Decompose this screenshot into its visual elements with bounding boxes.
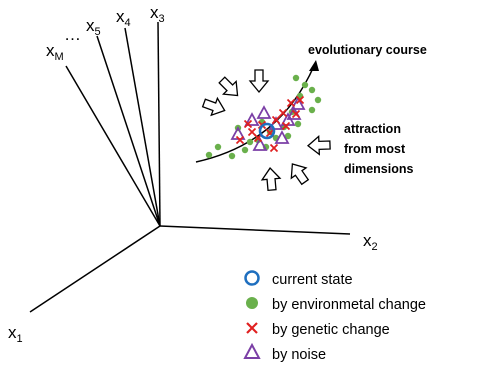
attraction-label-line3: dimensions [344, 162, 414, 176]
environmental-change-point [294, 120, 302, 128]
legend-noise-label: by noise [272, 347, 326, 363]
axis-x4-line [124, 27, 161, 227]
environmental-change-point [308, 86, 316, 94]
attraction-arrow-left [201, 96, 226, 117]
axis-x1-line [29, 225, 161, 313]
legend-environmental-icon [246, 297, 258, 309]
environmental-change-point [214, 143, 222, 151]
noise-point [290, 96, 306, 110]
legend-current-state-icon [244, 270, 260, 286]
current-state-point [258, 122, 276, 140]
legend-genetic-icon [246, 322, 258, 334]
noise-point [256, 105, 272, 119]
axis-x4-label: x4 [116, 7, 131, 29]
axis-x3-line [157, 21, 161, 227]
environmental-change-point [205, 151, 213, 159]
environmental-change-point [228, 152, 236, 160]
genetic-change-point [269, 143, 279, 153]
genetic-change-point [286, 98, 296, 108]
genetic-change-point [291, 109, 301, 119]
legend-current-state-label: current state [272, 272, 353, 288]
noise-point [244, 112, 260, 126]
attraction-arrow-right [306, 134, 331, 156]
environmental-change-point [301, 81, 309, 89]
axes-group [29, 21, 351, 313]
legend-noise-icon [243, 342, 261, 359]
attraction-arrow-bottom-right [290, 163, 310, 186]
attraction-arrow-bottom [260, 167, 282, 192]
environmental-change-point [241, 146, 249, 154]
genetic-change-point [247, 127, 257, 137]
state-cluster [205, 74, 322, 160]
legend-environmental-label: by environmetal change [272, 297, 426, 313]
attraction-label-line1: attraction [344, 122, 401, 136]
attraction-arrow-top-left [218, 76, 239, 97]
legend-genetic-label: by genetic change [272, 322, 390, 338]
environmental-change-point [284, 132, 292, 140]
genetic-change-point [235, 135, 245, 145]
axis-x1-label: x1 [8, 323, 23, 345]
axis-ellipsis: … [64, 25, 81, 44]
noise-point [274, 130, 290, 144]
axis-xm-line [65, 65, 161, 227]
genetic-change-point [281, 121, 291, 131]
legend: current state by environmetal change by … [243, 270, 426, 363]
noise-point [252, 137, 268, 151]
genetic-change-point [271, 115, 281, 125]
attraction-arrow-top [248, 69, 270, 94]
evolutionary-course-label: evolutionary course [308, 43, 427, 57]
attraction-label-line2: from most [344, 142, 406, 156]
axis-x3-label: x3 [150, 3, 165, 25]
environmental-change-point [308, 106, 316, 114]
axis-x2-line [159, 225, 351, 235]
axis-x5-line [96, 35, 161, 227]
evolutionary-course-arrowhead [309, 60, 319, 71]
attraction-arrows [201, 69, 331, 192]
genetic-change-point [278, 108, 288, 118]
axis-xm-label: xM [46, 41, 64, 63]
environmental-change-point [246, 138, 254, 146]
environmental-change-point [314, 96, 322, 104]
axis-x2-label: x2 [363, 231, 378, 253]
genetic-change-point [243, 119, 253, 129]
axis-x5-label: x5 [86, 16, 101, 38]
environmental-change-point [292, 74, 300, 82]
genetic-change-point [295, 95, 305, 105]
